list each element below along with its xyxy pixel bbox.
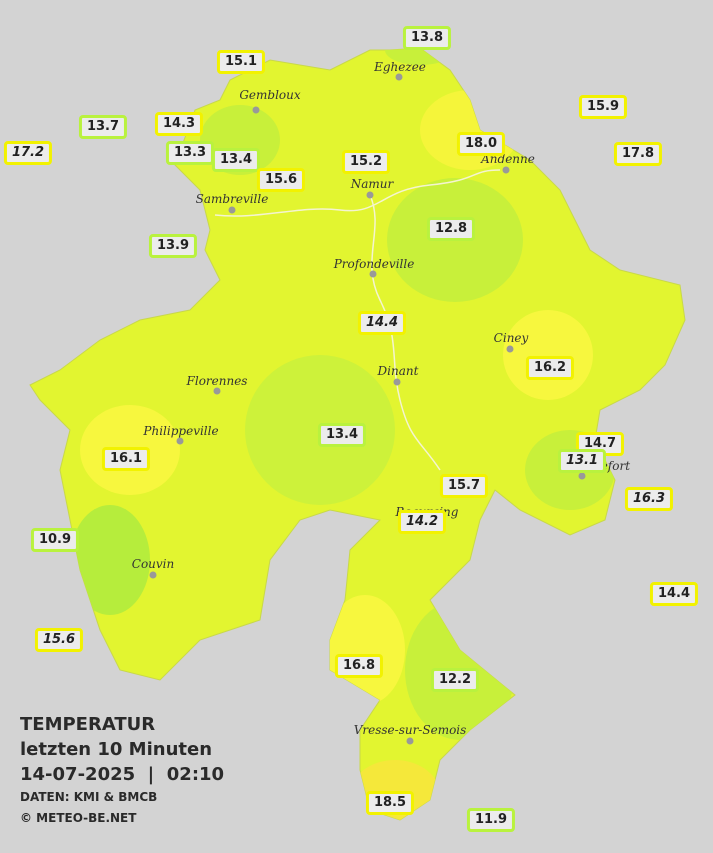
station-temperature: 10.9 — [30, 528, 80, 552]
city-name: Gembloux — [239, 88, 301, 102]
city-name: Couvin — [131, 557, 175, 571]
city-dot — [149, 571, 157, 579]
datetime: 14-07-2025 | 02:10 — [20, 764, 225, 785]
city-dot — [228, 206, 236, 214]
city-name: Profondeville — [333, 257, 415, 271]
city-name: Sambreville — [195, 192, 269, 206]
city-name: Philippeville — [143, 424, 219, 438]
city-dot — [393, 378, 401, 386]
city-name: Ciney — [493, 331, 529, 345]
station-temperature: 12.2 — [430, 668, 480, 692]
station-temperature: 14.2 — [397, 510, 447, 534]
station-temperature: 13.7 — [78, 115, 128, 139]
station-temperature: 13.4 — [211, 148, 261, 172]
city-dot — [406, 737, 414, 745]
station-temperature: 18.5 — [365, 791, 415, 815]
city-dot — [395, 73, 403, 81]
legend: TEMPERATUR letzten 10 Minuten 14-07-2025… — [20, 712, 224, 829]
city-dot — [506, 345, 514, 353]
city-name: Namur — [350, 177, 394, 191]
copyright: © METEO-BE.NET — [20, 811, 137, 825]
station-temperature: 16.1 — [101, 447, 151, 471]
station-temperature: 14.4 — [357, 311, 407, 335]
station-temperature: 16.3 — [624, 487, 674, 511]
city-dot — [252, 106, 260, 114]
city-name: Eghezee — [374, 60, 426, 74]
station-temperature: 15.7 — [439, 474, 489, 498]
station-temperature: 17.8 — [613, 142, 663, 166]
station-temperature: 13.4 — [317, 423, 367, 447]
city-dot — [213, 387, 221, 395]
station-temperature: 14.3 — [154, 112, 204, 136]
subheading: letzten 10 Minuten — [20, 739, 213, 760]
city-dot — [578, 472, 586, 480]
river — [214, 169, 501, 471]
city-dot — [176, 437, 184, 445]
city-name: Vresse-sur-Semois — [353, 723, 467, 737]
source: DATEN: KMI & BMCB — [20, 790, 158, 804]
station-temperature: 13.8 — [402, 26, 452, 50]
station-temperature: 13.9 — [148, 234, 198, 258]
station-temperature: 14.4 — [649, 582, 699, 606]
station-temperature: 11.9 — [466, 808, 516, 832]
station-temperature: 15.6 — [34, 628, 84, 652]
station-temperature: 15.9 — [578, 95, 628, 119]
station-temperature: 13.1 — [557, 449, 607, 473]
station-temperature: 15.1 — [216, 50, 266, 74]
city-dot — [502, 166, 510, 174]
station-temperature: 16.2 — [525, 356, 575, 380]
station-temperature: 15.2 — [341, 150, 391, 174]
station-temperature: 17.2 — [3, 141, 53, 165]
station-temperature: 16.8 — [334, 654, 384, 678]
station-temperature: 13.3 — [165, 141, 215, 165]
station-temperature: 15.6 — [256, 168, 306, 192]
station-temperature: 18.0 — [456, 132, 506, 156]
city-name: Dinant — [377, 364, 419, 378]
station-temperature: 12.8 — [426, 217, 476, 241]
heading: TEMPERATUR — [20, 714, 156, 735]
city-dot — [369, 270, 377, 278]
city-name: Florennes — [186, 374, 248, 388]
city-dot — [366, 191, 374, 199]
